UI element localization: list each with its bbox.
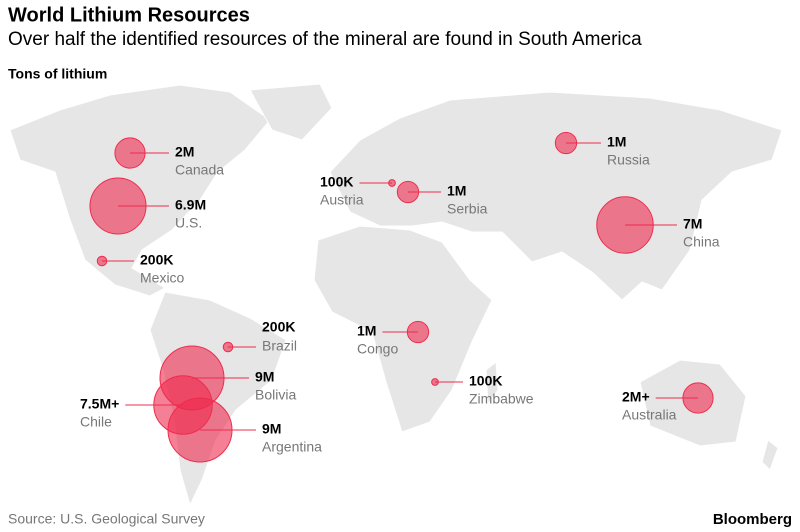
brand: Bloomberg	[713, 511, 792, 528]
eurasia	[329, 91, 783, 301]
value-label: 6.9M	[175, 197, 206, 213]
region-label: Mexico	[140, 270, 185, 286]
region-label: Bolivia	[255, 387, 296, 403]
region-label: Brazil	[262, 338, 297, 354]
value-label: 1M	[357, 323, 376, 339]
value-label: 7.5M+	[80, 396, 119, 412]
bubble	[114, 137, 146, 169]
value-label: 1M	[607, 134, 626, 150]
region-label: Serbia	[447, 201, 488, 217]
value-label: 7M	[683, 216, 702, 232]
bubble	[96, 255, 108, 267]
value-label: 2M+	[622, 389, 650, 405]
region-label: Russia	[607, 152, 650, 168]
bubble	[682, 382, 714, 414]
region-label: U.S.	[175, 215, 202, 231]
value-label: 200K	[262, 319, 295, 335]
value-label: 1M	[447, 183, 466, 199]
bubble	[388, 179, 396, 187]
new-zealand	[761, 439, 779, 471]
value-label: 9M	[255, 369, 274, 385]
bubble	[554, 131, 578, 155]
region-label: Argentina	[262, 439, 322, 455]
region-label: Congo	[357, 341, 398, 357]
unit-label: Tons of lithium	[8, 66, 107, 82]
bubble	[89, 177, 147, 235]
value-label: 100K	[320, 174, 353, 190]
bubble	[222, 341, 234, 353]
value-label: 200K	[140, 252, 173, 268]
bubble	[406, 320, 430, 344]
region-label: Australia	[622, 407, 677, 423]
bubble	[396, 180, 420, 204]
africa	[313, 225, 493, 433]
value-label: 100K	[469, 373, 502, 389]
world-map	[9, 83, 783, 507]
region-label: Canada	[175, 162, 224, 178]
bubble	[431, 378, 439, 386]
value-label: 2M	[175, 144, 194, 160]
chart-title: World Lithium Resources	[8, 4, 250, 26]
region-label: China	[683, 234, 720, 250]
region-label: Chile	[80, 414, 112, 430]
bubble	[167, 397, 233, 463]
chart-subtitle: Over half the identified resources of th…	[8, 29, 642, 50]
value-label: 9M	[262, 421, 281, 437]
bubble	[596, 196, 654, 254]
region-label: Austria	[320, 192, 364, 208]
source: Source: U.S. Geological Survey	[8, 511, 205, 527]
region-label: Zimbabwe	[469, 391, 534, 407]
greenland	[249, 83, 333, 141]
madagascar	[485, 361, 499, 406]
